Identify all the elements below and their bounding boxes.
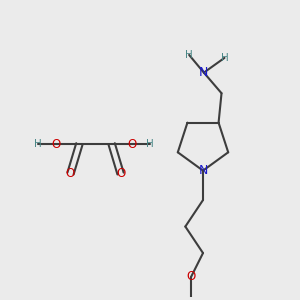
Text: H: H (146, 139, 154, 149)
Text: H: H (221, 53, 229, 63)
Text: N: N (199, 66, 208, 79)
Text: N: N (198, 164, 208, 177)
Text: H: H (34, 139, 42, 149)
Text: O: O (116, 167, 125, 180)
Text: O: O (187, 270, 196, 283)
Text: O: O (128, 138, 137, 151)
Text: H: H (185, 50, 193, 60)
Text: O: O (66, 167, 75, 180)
Text: O: O (51, 138, 60, 151)
